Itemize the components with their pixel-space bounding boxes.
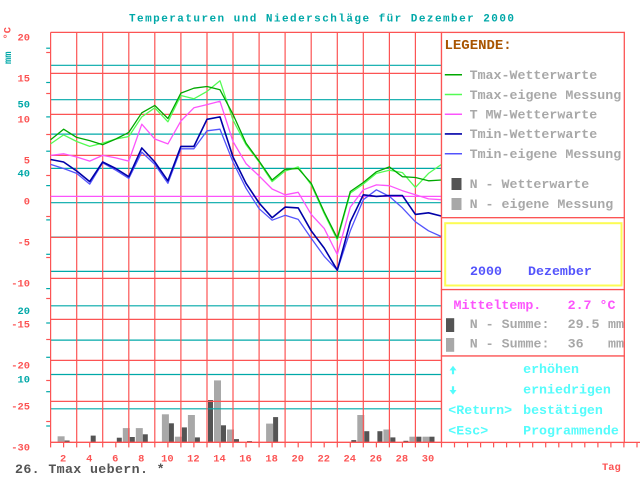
svg-text:-15: -15: [11, 319, 30, 331]
svg-text:LEGENDE:: LEGENDE:: [445, 38, 512, 54]
svg-text:Dezember: Dezember: [528, 264, 592, 279]
svg-text:°C: °C: [3, 27, 15, 39]
svg-text:mm: mm: [3, 52, 15, 64]
svg-text:-10: -10: [11, 278, 30, 290]
svg-text:10: 10: [18, 375, 30, 387]
svg-text:N - eigene Messung: N - eigene Messung: [470, 197, 614, 212]
svg-text:40: 40: [18, 168, 30, 180]
svg-text:Tmax-Wetterwarte: Tmax-Wetterwarte: [470, 68, 598, 83]
svg-text:<Esc>: <Esc>: [448, 424, 488, 439]
svg-text:28: 28: [396, 454, 408, 466]
svg-text:12: 12: [187, 454, 199, 466]
svg-text:20: 20: [291, 454, 303, 466]
svg-text:30: 30: [422, 454, 434, 466]
svg-text:N - Wetterwarte: N - Wetterwarte: [470, 177, 590, 192]
svg-text:22: 22: [317, 454, 329, 466]
svg-text:T MW-Wetterwarte: T MW-Wetterwarte: [470, 107, 598, 122]
svg-text:Programmende: Programmende: [523, 424, 619, 439]
svg-text:6: 6: [112, 454, 118, 466]
svg-text:15: 15: [18, 73, 30, 85]
svg-text:-5: -5: [18, 237, 30, 249]
svg-text:bestätigen: bestätigen: [523, 403, 603, 418]
svg-text:Tag: Tag: [602, 462, 621, 474]
svg-text:Tmax-eigene Messung: Tmax-eigene Messung: [470, 88, 622, 103]
svg-text:Mitteltemp.: Mitteltemp.: [454, 298, 542, 313]
svg-text:Tmin-Wetterwarte: Tmin-Wetterwarte: [470, 127, 598, 142]
svg-text:Tmin-eigene Messung: Tmin-eigene Messung: [470, 147, 622, 162]
svg-text:Temperaturen und Niederschläge: Temperaturen und Niederschläge für Dezem…: [129, 14, 515, 26]
svg-text:50: 50: [18, 100, 30, 112]
svg-text:8: 8: [138, 454, 144, 466]
svg-text:5: 5: [24, 155, 30, 167]
svg-text:2000: 2000: [470, 264, 502, 279]
svg-text:erhöhen: erhöhen: [523, 362, 579, 377]
svg-text:N - Summe:: N - Summe:: [470, 317, 550, 332]
svg-text:16: 16: [239, 454, 251, 466]
svg-text:20: 20: [18, 306, 30, 318]
svg-text:erniedrigen: erniedrigen: [523, 383, 611, 398]
svg-text:<Return>: <Return>: [448, 403, 512, 418]
svg-text:-20: -20: [11, 360, 30, 372]
svg-text:mm: mm: [608, 336, 624, 351]
svg-text:10: 10: [161, 454, 173, 466]
svg-text:36: 36: [568, 336, 584, 351]
svg-text:mm: mm: [608, 317, 624, 332]
svg-text:2.7 °C: 2.7 °C: [568, 298, 616, 313]
svg-text:10: 10: [18, 114, 30, 126]
svg-text:0: 0: [24, 196, 30, 208]
svg-text:26. Tmax uebern. *: 26. Tmax uebern. *: [15, 462, 165, 477]
svg-text:2: 2: [60, 454, 66, 466]
svg-text:4: 4: [86, 454, 92, 466]
svg-text:N - Summe:: N - Summe:: [470, 336, 550, 351]
svg-text:18: 18: [265, 454, 277, 466]
svg-text:20: 20: [18, 32, 30, 44]
svg-text:-30: -30: [11, 442, 30, 454]
svg-text:-25: -25: [11, 401, 30, 413]
svg-text:24: 24: [344, 454, 356, 466]
svg-text:14: 14: [213, 454, 225, 466]
svg-text:29.5: 29.5: [568, 317, 600, 332]
svg-text:26: 26: [370, 454, 382, 466]
